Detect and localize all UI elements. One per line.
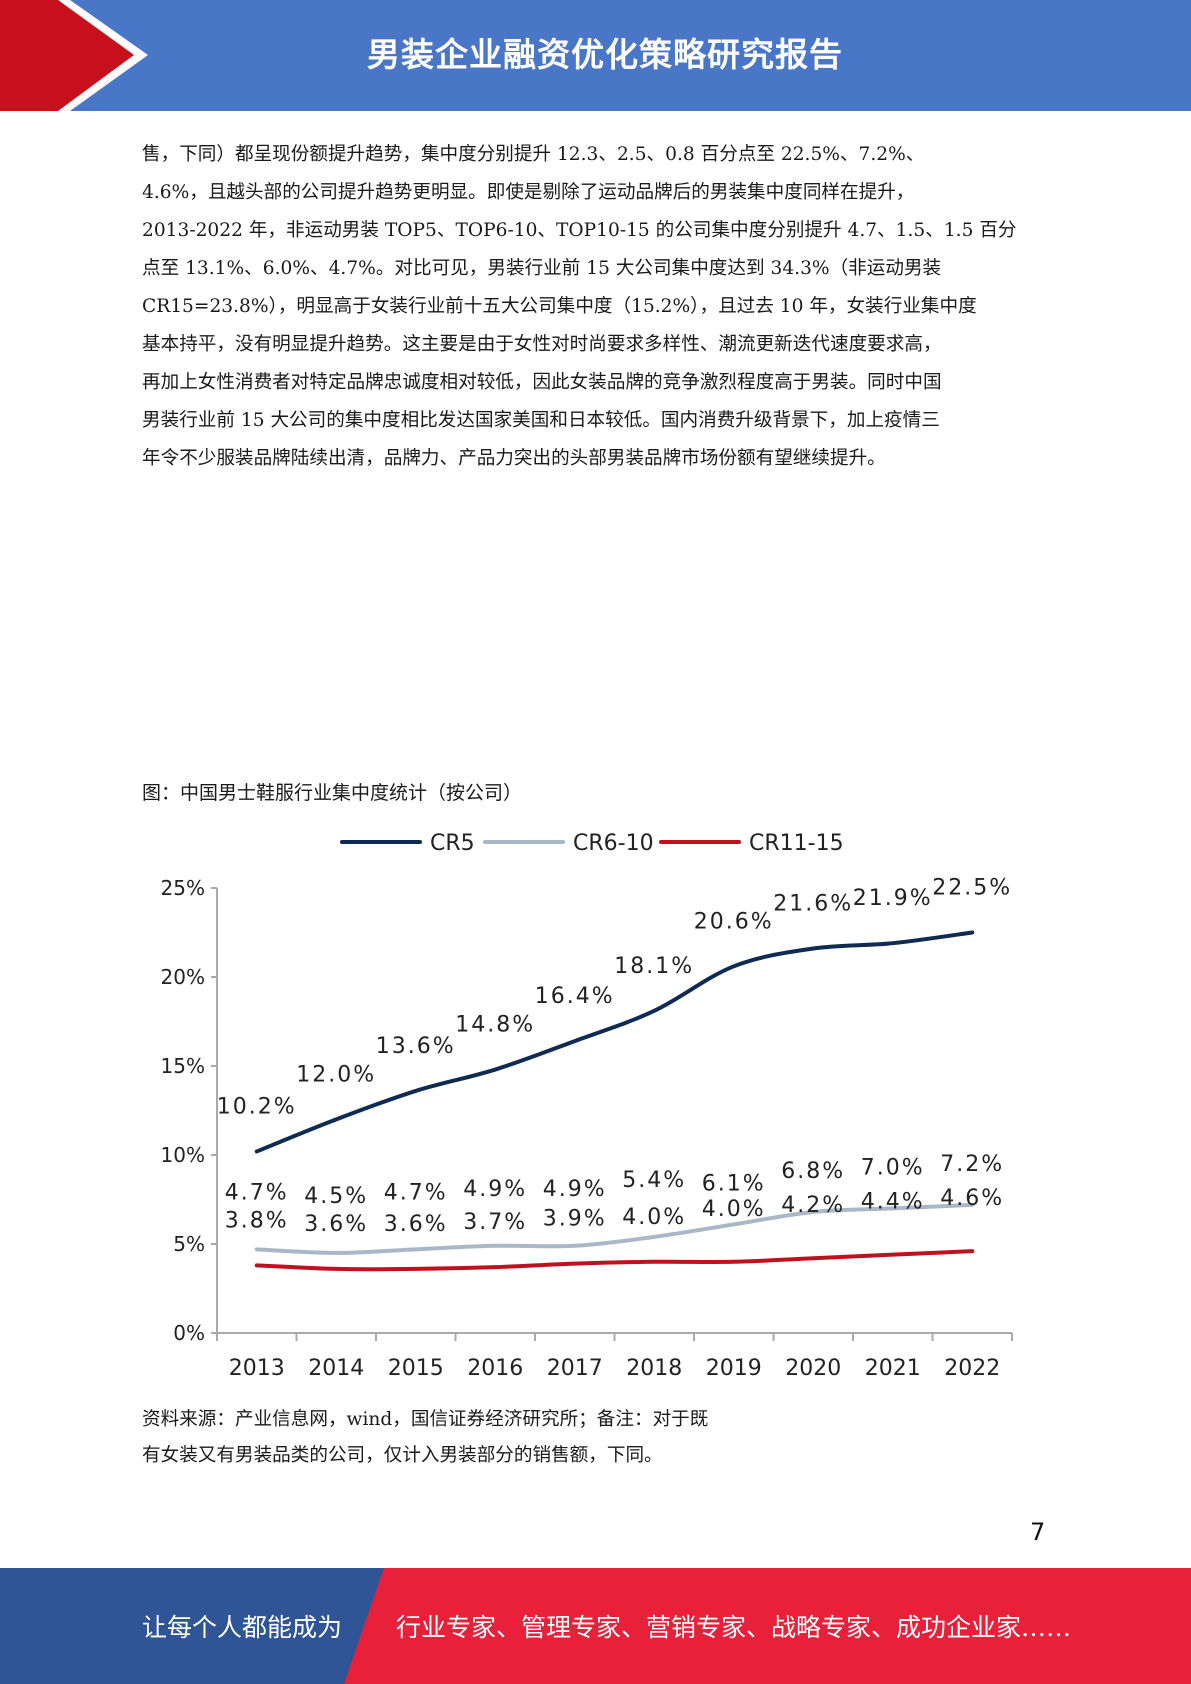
data-label-cr5: 21.6% — [773, 892, 853, 917]
body-line: 基本持平，没有明显提升趋势。这主要是由于女性对时尚要求多样性、潮流更新迭代速度要… — [142, 334, 942, 355]
source-note: 资料来源：产业信息网，wind，国信证券经济研究所；备注：对于既 有女装又有男装… — [142, 1402, 862, 1474]
x-tick-label: 2014 — [308, 1356, 364, 1381]
series-line-cr5 — [254, 930, 975, 1154]
series-line-cr11-15 — [254, 1249, 975, 1272]
data-label-cr5: 18.1% — [614, 954, 694, 979]
data-label-cr5: 12.0% — [296, 1062, 376, 1087]
page-footer: 让每个人都能成为 行业专家、管理专家、营销专家、战略专家、成功企业家…… — [0, 1568, 1191, 1684]
data-label-cr5: 22.5% — [932, 876, 1012, 901]
body-line: 2013-2022 年，非运动男装 TOP5、TOP6-10、TOP10-15 … — [142, 220, 1017, 241]
report-title: 男装企业融资优化策略研究报告 — [367, 35, 843, 74]
data-label-cr11-15: 3.7% — [463, 1210, 527, 1235]
data-label-cr5: 21.9% — [853, 886, 933, 911]
body-line: 男装行业前 15 大公司的集中度相比发达国家美国和日本较低。国内消费升级背景下，… — [142, 410, 940, 431]
data-label-cr6-10: 7.2% — [940, 1152, 1004, 1177]
data-label-cr11-15: 3.9% — [543, 1207, 607, 1232]
page-header: 男装企业融资优化策略研究报告 — [0, 0, 1191, 111]
footer-slogan-right: 行业专家、管理专家、营销专家、战略专家、成功企业家…… — [396, 1613, 1072, 1642]
footer-slogan-left: 让每个人都能成为 — [142, 1613, 343, 1642]
x-tick-label: 2021 — [865, 1356, 921, 1381]
data-label-cr6-10: 4.7% — [384, 1180, 448, 1205]
body-line: CR15=23.8%），明显高于女装行业前十五大公司集中度（15.2%），且过去… — [142, 296, 977, 317]
body-line: 点至 13.1%、6.0%、4.7%。对比可见，男装行业前 15 大公司集中度达… — [142, 258, 942, 279]
data-label-cr5: 20.6% — [694, 909, 774, 934]
concentration-chart: 0% 5% 10% 15% 20% 25% 2013 2014 2015 2016 2017 2018… — [142, 820, 1042, 1390]
y-tick-label: 0% — [173, 1321, 205, 1345]
data-label-cr6-10: 4.9% — [463, 1177, 527, 1202]
footer-banner — [0, 1568, 1191, 1684]
data-label-cr5: 10.2% — [217, 1094, 297, 1119]
x-tick-label: 2019 — [706, 1356, 762, 1381]
data-label-cr11-15: 3.6% — [304, 1212, 368, 1237]
source-line: 有女装又有男装品类的公司，仅计入男装部分的销售额，下同。 — [142, 1445, 663, 1466]
body-line: 年令不少服装品牌陆续出清，品牌力、产品力突出的头部男装品牌市场份额有望继续提升。 — [142, 448, 886, 469]
data-label-cr6-10: 4.7% — [225, 1180, 289, 1205]
data-label-cr11-15: 3.8% — [225, 1208, 289, 1233]
x-tick-label: 2022 — [944, 1356, 1000, 1381]
data-label-cr6-10: 6.8% — [781, 1159, 845, 1184]
data-label-cr6-10: 6.1% — [702, 1171, 766, 1196]
x-tick-label: 2017 — [547, 1356, 603, 1381]
legend-label-cr6-10: CR6-10 — [573, 831, 654, 856]
y-tick-label: 15% — [161, 1054, 205, 1078]
data-label-cr11-15: 4.2% — [781, 1193, 845, 1218]
body-line: 4.6%，且越头部的公司提升趋势更明显。即使是剔除了运动品牌后的男装集中度同样在… — [142, 182, 915, 203]
data-label-cr6-10: 7.0% — [861, 1155, 925, 1180]
y-tick-label: 5% — [173, 1232, 205, 1256]
data-label-cr11-15: 4.0% — [622, 1205, 686, 1230]
figure-caption: 图：中国男士鞋服行业集中度统计（按公司） — [142, 782, 523, 804]
data-label-cr5: 13.6% — [376, 1034, 456, 1059]
y-tick-label: 20% — [161, 965, 205, 989]
x-tick-label: 2013 — [229, 1356, 285, 1381]
data-label-cr6-10: 5.4% — [622, 1168, 686, 1193]
data-label-cr5: 16.4% — [535, 984, 615, 1009]
body-line: 再加上女性消费者对特定品牌忠诚度相对较低，因此女装品牌的竞争激烈程度高于男装。同… — [142, 372, 942, 393]
y-tick-label: 10% — [161, 1143, 205, 1167]
legend-label-cr5: CR5 — [430, 831, 475, 856]
x-tick-label: 2020 — [785, 1356, 841, 1381]
data-label-cr11-15: 4.4% — [861, 1190, 925, 1215]
source-line: 资料来源：产业信息网，wind，国信证券经济研究所；备注：对于既 — [142, 1409, 709, 1430]
data-label-cr6-10: 4.5% — [304, 1184, 368, 1209]
page-number: 7 — [1030, 1518, 1046, 1546]
body-paragraph: 售，下同）都呈现份额提升趋势，集中度分别提升 12.3、2.5、0.8 百分点至… — [142, 136, 1052, 478]
x-tick-label: 2016 — [467, 1356, 523, 1381]
y-tick-label: 25% — [161, 876, 205, 900]
data-label-cr6-10: 4.9% — [543, 1177, 607, 1202]
header-chevron-icon — [0, 0, 148, 111]
data-label-cr11-15: 3.6% — [384, 1212, 448, 1237]
data-label-cr11-15: 4.6% — [940, 1186, 1004, 1211]
data-label-cr11-15: 4.0% — [702, 1197, 766, 1222]
x-tick-label: 2015 — [388, 1356, 444, 1381]
series-line-cr6-10 — [254, 1202, 975, 1255]
body-line: 售，下同）都呈现份额提升趋势，集中度分别提升 12.3、2.5、0.8 百分点至… — [142, 144, 925, 165]
legend-label-cr11-15: CR11-15 — [749, 831, 844, 856]
data-label-cr5: 14.8% — [455, 1013, 535, 1038]
x-tick-label: 2018 — [626, 1356, 682, 1381]
line-chart-svg: 0% 5% 10% 15% 20% 25% 2013 2014 2015 2016 2017 2018… — [161, 831, 1013, 1381]
